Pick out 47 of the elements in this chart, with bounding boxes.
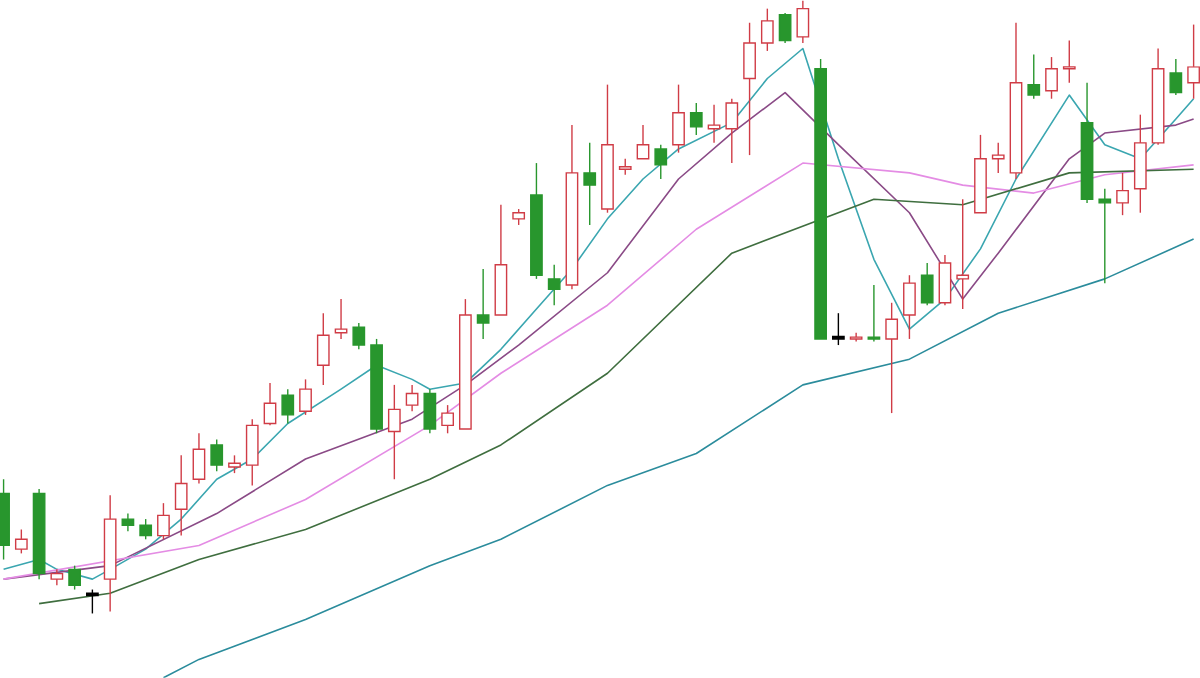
candlestick <box>867 284 881 343</box>
candlestick <box>707 104 721 144</box>
candlestick <box>441 404 454 435</box>
candlestick <box>423 388 437 435</box>
candlestick <box>68 565 82 591</box>
candlestick <box>157 502 170 541</box>
candlestick <box>405 384 419 413</box>
candlestick <box>352 322 366 351</box>
candlestick <box>1062 39 1076 84</box>
candlestick <box>281 388 295 425</box>
candlestick <box>1098 188 1112 284</box>
candlestick <box>316 312 330 386</box>
candlestick <box>743 22 756 156</box>
candlestick <box>583 142 597 226</box>
candlestick <box>1169 58 1183 96</box>
candlestick <box>938 254 952 307</box>
candlestick <box>725 98 739 164</box>
candlestick <box>672 84 685 154</box>
candlestick <box>831 312 845 346</box>
candlestick <box>654 144 668 180</box>
candlestick <box>885 302 899 414</box>
candlestick <box>636 124 650 160</box>
candlestick <box>689 102 703 136</box>
candlestick <box>1133 114 1147 214</box>
candlestick <box>1045 56 1058 100</box>
candlestick <box>192 432 206 485</box>
candlestick <box>210 438 224 473</box>
candlestick <box>174 454 188 537</box>
candlestick <box>547 264 561 307</box>
candlestick <box>245 418 259 487</box>
candlestick <box>760 8 774 52</box>
candlestick <box>920 262 934 307</box>
candlestick <box>778 12 792 44</box>
candlestick <box>1187 23 1200 100</box>
candlestick <box>476 268 490 340</box>
candlestick <box>1116 172 1129 216</box>
candlestick <box>991 142 1005 174</box>
candlestick <box>387 384 401 481</box>
candlestick <box>334 298 348 340</box>
candlestick <box>956 198 970 310</box>
candlestick <box>903 274 916 340</box>
candlestick <box>299 378 312 416</box>
candlestick <box>263 382 277 427</box>
candlestick <box>796 0 810 44</box>
candlestick <box>139 518 153 541</box>
candlestick <box>1027 54 1041 100</box>
candlestick <box>14 528 28 555</box>
